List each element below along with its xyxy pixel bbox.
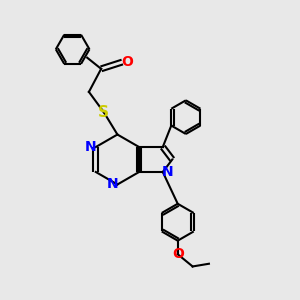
Text: N: N xyxy=(107,178,118,191)
Text: S: S xyxy=(98,105,110,120)
Text: N: N xyxy=(162,165,173,179)
Text: O: O xyxy=(121,55,133,69)
Text: N: N xyxy=(85,140,97,154)
Text: O: O xyxy=(172,247,184,261)
